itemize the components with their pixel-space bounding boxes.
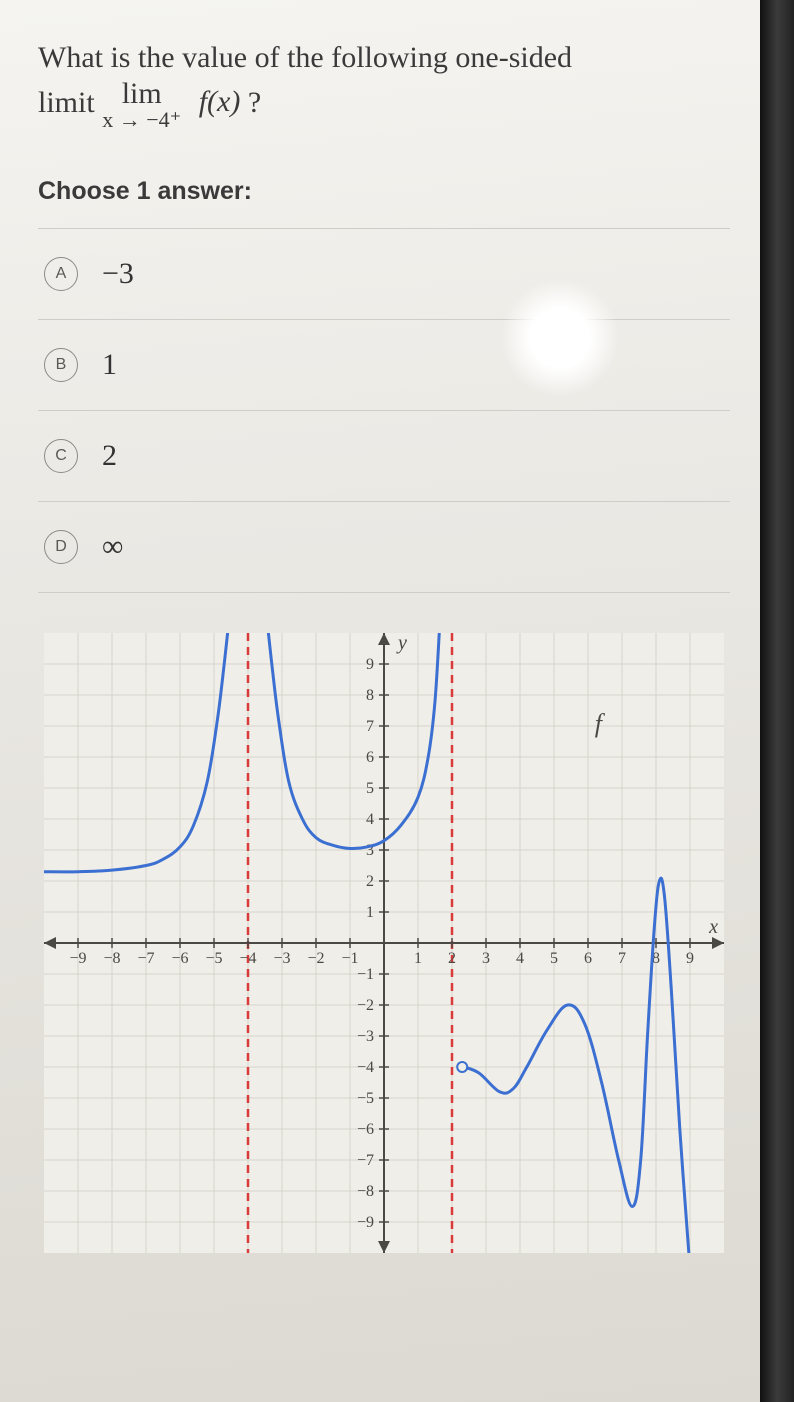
answer-choice-b[interactable]: B1 xyxy=(38,320,730,411)
svg-text:−3: −3 xyxy=(357,1028,374,1045)
choice-letter: A xyxy=(44,257,78,291)
svg-text:9: 9 xyxy=(366,656,374,673)
svg-text:x: x xyxy=(708,916,718,938)
choice-value: ∞ xyxy=(102,530,123,564)
svg-text:7: 7 xyxy=(618,950,626,967)
svg-text:2: 2 xyxy=(448,950,456,967)
question-text: What is the value of the following one-s… xyxy=(38,38,730,131)
limit-operator: lim xyxy=(102,79,181,109)
svg-text:−6: −6 xyxy=(357,1121,374,1138)
choice-value: −3 xyxy=(102,257,134,291)
answer-choice-c[interactable]: C2 xyxy=(38,411,730,502)
function-graph: −9−8−7−6−5−4−3−2−1123456789−9−8−7−6−5−4−… xyxy=(44,633,724,1253)
svg-text:3: 3 xyxy=(482,950,490,967)
choice-letter: C xyxy=(44,439,78,473)
svg-text:−4: −4 xyxy=(239,950,256,967)
svg-text:−2: −2 xyxy=(307,950,324,967)
svg-text:1: 1 xyxy=(366,904,374,921)
limit-fn: f(x) xyxy=(199,85,241,118)
svg-text:7: 7 xyxy=(366,718,374,735)
limit-subscript: x → −4⁺ xyxy=(102,109,181,131)
answer-choice-a[interactable]: A −3 xyxy=(38,229,730,320)
svg-text:−5: −5 xyxy=(357,1090,374,1107)
svg-text:6: 6 xyxy=(366,749,374,766)
graph-container: −9−8−7−6−5−4−3−2−1123456789−9−8−7−6−5−4−… xyxy=(38,633,730,1253)
svg-text:−8: −8 xyxy=(103,950,120,967)
svg-text:8: 8 xyxy=(366,687,374,704)
question-line1: What is the value of the following one-s… xyxy=(38,41,572,74)
svg-text:4: 4 xyxy=(366,811,374,828)
svg-text:−1: −1 xyxy=(341,950,358,967)
answer-choice-d[interactable]: D∞ xyxy=(38,502,730,593)
svg-text:−2: −2 xyxy=(357,997,374,1014)
question-mark: ? xyxy=(248,85,261,118)
svg-text:4: 4 xyxy=(516,950,524,967)
svg-text:−7: −7 xyxy=(357,1152,374,1169)
choice-value: 1 xyxy=(102,348,117,382)
svg-text:−9: −9 xyxy=(69,950,86,967)
svg-text:y: y xyxy=(396,633,407,654)
photo-edge-strip xyxy=(760,0,794,1402)
svg-text:−9: −9 xyxy=(357,1214,374,1231)
svg-text:−5: −5 xyxy=(205,950,222,967)
svg-text:6: 6 xyxy=(584,950,592,967)
svg-text:9: 9 xyxy=(686,950,694,967)
svg-text:−4: −4 xyxy=(357,1059,374,1076)
choice-value: 2 xyxy=(102,439,117,473)
svg-text:5: 5 xyxy=(366,780,374,797)
svg-text:−8: −8 xyxy=(357,1183,374,1200)
svg-text:5: 5 xyxy=(550,950,558,967)
svg-text:−6: −6 xyxy=(171,950,188,967)
page: What is the value of the following one-s… xyxy=(0,0,760,1402)
choose-prompt: Choose 1 answer: xyxy=(38,177,730,206)
svg-text:−7: −7 xyxy=(137,950,154,967)
svg-text:−1: −1 xyxy=(357,966,374,983)
svg-text:2: 2 xyxy=(366,873,374,890)
svg-text:−3: −3 xyxy=(273,950,290,967)
choice-letter: D xyxy=(44,530,78,564)
svg-text:1: 1 xyxy=(414,950,422,967)
question-line2-prefix: limit xyxy=(38,85,102,118)
answer-choices: A−3B1C2D∞ xyxy=(38,228,730,593)
choice-letter: B xyxy=(44,348,78,382)
